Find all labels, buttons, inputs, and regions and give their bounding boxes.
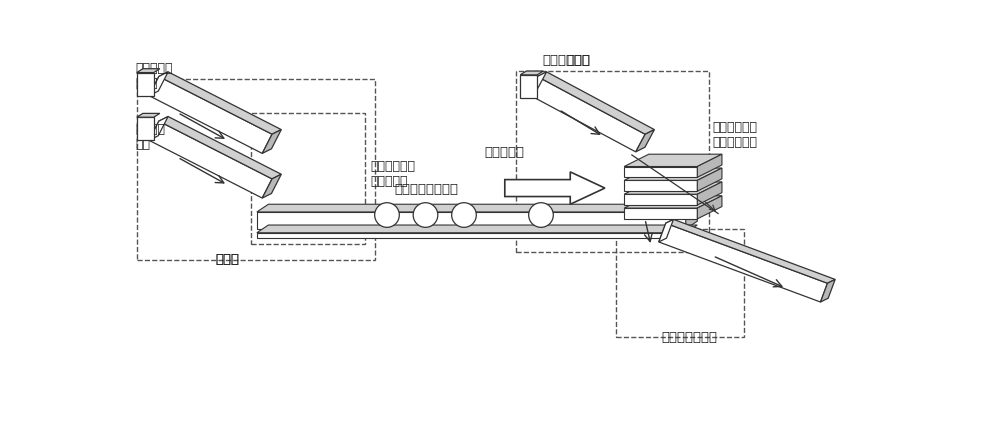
Polygon shape xyxy=(257,225,697,233)
Polygon shape xyxy=(697,182,722,205)
Bar xyxy=(516,72,709,252)
Polygon shape xyxy=(137,69,160,73)
Circle shape xyxy=(529,203,553,228)
Polygon shape xyxy=(666,220,835,284)
Polygon shape xyxy=(137,114,160,118)
Polygon shape xyxy=(697,169,722,192)
Text: 发送端: 发送端 xyxy=(216,253,240,265)
Polygon shape xyxy=(537,73,654,135)
Text: 接收端: 接收端 xyxy=(566,54,590,66)
Polygon shape xyxy=(159,117,281,179)
Polygon shape xyxy=(697,196,722,219)
Polygon shape xyxy=(149,122,272,199)
Polygon shape xyxy=(636,130,654,153)
Text: 需要发送的
电信号: 需要发送的 电信号 xyxy=(135,62,173,89)
Polygon shape xyxy=(624,181,697,192)
Polygon shape xyxy=(257,213,686,229)
Polygon shape xyxy=(820,280,835,302)
Polygon shape xyxy=(624,169,722,181)
Polygon shape xyxy=(137,73,154,96)
Polygon shape xyxy=(624,155,722,167)
Bar xyxy=(137,80,375,260)
Polygon shape xyxy=(624,209,697,219)
Polygon shape xyxy=(137,118,154,141)
Text: 磁纳米轨道: 磁纳米轨道 xyxy=(485,146,525,159)
Polygon shape xyxy=(528,77,645,153)
Text: 磁性斯格明子序列: 磁性斯格明子序列 xyxy=(395,182,459,195)
Polygon shape xyxy=(697,155,722,178)
Polygon shape xyxy=(520,76,537,99)
Polygon shape xyxy=(686,205,697,229)
Polygon shape xyxy=(149,77,272,154)
Text: 发送端: 发送端 xyxy=(216,253,240,265)
Polygon shape xyxy=(262,130,281,154)
Polygon shape xyxy=(659,220,673,242)
Bar xyxy=(616,229,744,337)
Text: 磁性斯格明子
信号读取装置: 磁性斯格明子 信号读取装置 xyxy=(713,121,758,149)
Circle shape xyxy=(375,203,399,228)
Text: 磁性斯格明子
信号生成器: 磁性斯格明子 信号生成器 xyxy=(370,160,415,188)
Polygon shape xyxy=(520,72,543,76)
Circle shape xyxy=(413,203,438,228)
Polygon shape xyxy=(528,73,547,95)
Polygon shape xyxy=(149,73,168,96)
Polygon shape xyxy=(624,195,697,205)
Polygon shape xyxy=(505,173,605,205)
Polygon shape xyxy=(149,117,168,141)
Bar xyxy=(251,114,365,245)
Polygon shape xyxy=(257,233,686,239)
Polygon shape xyxy=(624,196,722,209)
Text: 驱动电流
脉冲: 驱动电流 脉冲 xyxy=(135,123,165,151)
Polygon shape xyxy=(659,224,827,302)
Polygon shape xyxy=(257,205,697,213)
Circle shape xyxy=(452,203,476,228)
Polygon shape xyxy=(624,182,722,195)
Text: 读取电流脉冲: 读取电流脉冲 xyxy=(542,54,590,66)
Polygon shape xyxy=(159,73,281,135)
Polygon shape xyxy=(262,175,281,199)
Text: 接收到的电信号: 接收到的电信号 xyxy=(662,330,718,343)
Polygon shape xyxy=(624,167,697,178)
